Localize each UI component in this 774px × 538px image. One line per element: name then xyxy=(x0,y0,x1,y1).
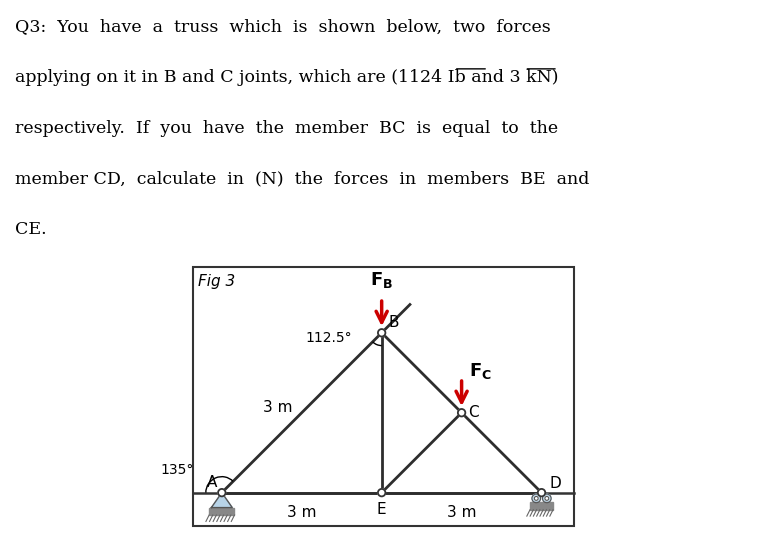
Circle shape xyxy=(543,494,551,502)
Circle shape xyxy=(532,494,540,502)
Text: $\mathbf{F_C}$: $\mathbf{F_C}$ xyxy=(469,361,491,381)
Text: 3 m: 3 m xyxy=(262,400,292,415)
Text: D: D xyxy=(550,476,561,491)
Circle shape xyxy=(458,409,465,416)
Circle shape xyxy=(534,497,538,500)
Bar xyxy=(530,502,553,509)
Text: applying on it in B and C joints, which are (1124 Ib and 3 kN): applying on it in B and C joints, which … xyxy=(15,69,559,86)
Text: 3 m: 3 m xyxy=(447,505,476,520)
Circle shape xyxy=(545,497,549,500)
Text: B: B xyxy=(388,315,399,330)
Text: E: E xyxy=(377,502,386,516)
Text: 112.5°: 112.5° xyxy=(306,331,352,345)
Text: A: A xyxy=(207,475,217,490)
Text: Q3:  You  have  a  truss  which  is  shown  below,  two  forces: Q3: You have a truss which is shown belo… xyxy=(15,18,551,35)
Polygon shape xyxy=(211,493,232,507)
Text: Fig 3: Fig 3 xyxy=(198,274,235,289)
Text: $\mathbf{F_B}$: $\mathbf{F_B}$ xyxy=(370,270,393,290)
Text: 135°: 135° xyxy=(161,463,194,477)
Text: CE.: CE. xyxy=(15,222,47,238)
Text: 3 m: 3 m xyxy=(287,505,317,520)
Circle shape xyxy=(538,489,545,497)
Bar xyxy=(209,507,235,515)
Text: C: C xyxy=(468,405,478,420)
Circle shape xyxy=(378,489,385,497)
Circle shape xyxy=(378,329,385,337)
Text: member CD,  calculate  in  (N)  the  forces  in  members  BE  and: member CD, calculate in (N) the forces i… xyxy=(15,171,590,188)
Text: respectively.  If  you  have  the  member  BC  is  equal  to  the: respectively. If you have the member BC … xyxy=(15,120,559,137)
Circle shape xyxy=(218,489,225,497)
